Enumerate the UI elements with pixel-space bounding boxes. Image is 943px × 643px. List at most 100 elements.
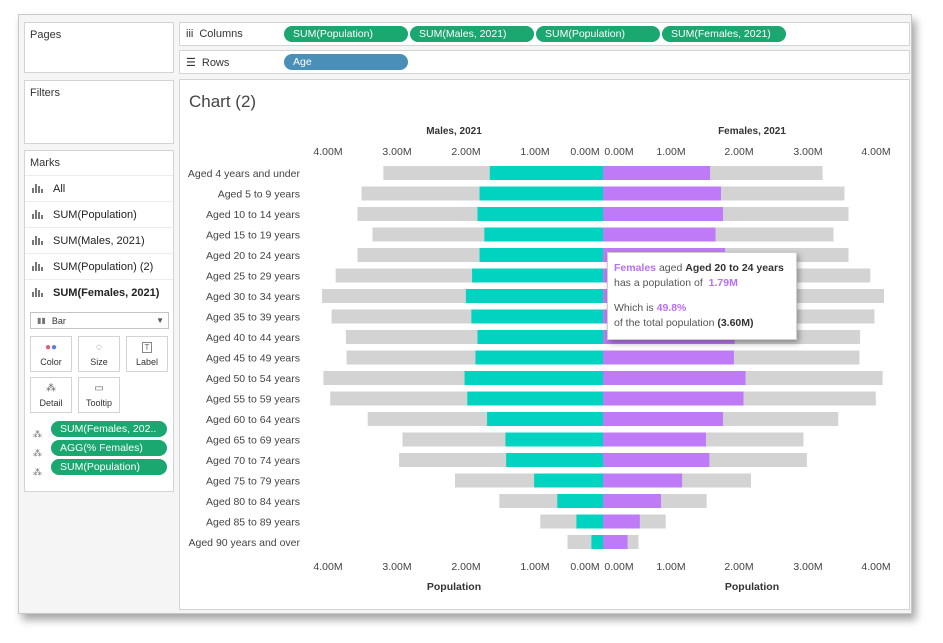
females-bar [603,412,724,426]
x-tick-left: 3.00M [382,561,411,573]
field-pill-population-wrap: ⁂ SUM(Population) [33,459,167,480]
age-row-label: Aged 90 years and over [189,537,301,549]
females-bar [603,207,724,221]
columns-pill-population[interactable]: SUM(Population) [284,26,408,42]
field-pill-pct-females-wrap: ⁂ AGG(% Females) [33,440,167,461]
tooltip-of-total: of the total population [614,317,715,329]
males-bar [479,248,603,262]
males-bar [477,330,603,344]
size-icon: ◌ [96,342,102,353]
bar-chart-icon [32,288,44,297]
age-row-label: Aged 5 to 9 years [218,189,300,201]
tooltip-gender: Females [614,262,657,274]
rows-pill-age[interactable]: Age [284,54,408,70]
view-title: Chart (2) [189,92,257,111]
males-bar [465,289,603,303]
x-tick-right: 4.00M [861,146,890,158]
males-bar [472,268,603,283]
detail-icon: ⁂ [33,467,42,477]
males-bar [505,432,603,447]
detail-icon: ⁂ [33,448,42,458]
field-pill-females[interactable]: SUM(Females, 202.. [51,421,167,437]
bar-chart-icon [32,184,44,193]
females-bar [603,350,734,365]
tooltip-button[interactable]: ▭ Tooltip [78,377,120,413]
x-tick-right: 1.00M [656,561,685,573]
marks-sum-population-2-row[interactable]: SUM(Population) (2) [25,253,173,279]
size-button[interactable]: ◌ Size [78,336,120,372]
bar-chart-icon [32,210,44,219]
males-bar [479,186,603,201]
x-tick-right: 4.00M [861,561,890,573]
age-row-label: Aged 75 to 79 years [206,476,300,488]
field-pill-population[interactable]: SUM(Population) [51,459,167,475]
color-button[interactable]: ●● Color [30,336,72,372]
label-button[interactable]: T Label [126,336,168,372]
males-bar [487,412,603,426]
marks-sum-males-row[interactable]: SUM(Males, 2021) [25,227,173,253]
filters-title: Filters [30,87,60,99]
x-tick-right: 2.00M [724,146,753,158]
age-row-label: Aged 55 to 59 years [206,394,300,406]
age-row-label: Aged 40 to 44 years [206,332,300,344]
x-tick-left: 2.00M [451,561,480,573]
x-tick-left: 1.00M [520,146,549,158]
x-tick-right: 3.00M [793,146,822,158]
columns-shelf[interactable]: iii Columns SUM(Population) SUM(Males, 20… [179,22,910,46]
detail-button[interactable]: ⁂ Detail [30,377,72,413]
x-tick-left: 1.00M [520,561,549,573]
columns-pill-population-2[interactable]: SUM(Population) [536,26,660,42]
hover-tooltip: Females aged Aged 20 to 24 years has a p… [607,252,797,340]
age-row-label: Aged 4 years and under [188,168,301,180]
age-row-label: Aged 80 to 84 years [206,496,300,508]
pages-card[interactable]: Pages [24,22,174,73]
bar-chart-icon: ▮▮ [37,316,46,325]
tooltip-value: 1.79M [708,277,738,289]
pages-title: Pages [30,29,62,41]
age-row-label: Aged 25 to 29 years [206,271,300,283]
size-label: Size [90,357,108,367]
females-bar [603,166,711,180]
females-header: Females, 2021 [718,126,786,137]
males-bar [576,514,603,529]
columns-shelf-label: iii Columns [186,28,243,40]
field-pill-females-wrap: ⁂ SUM(Females, 202.. [33,421,167,442]
age-row-label: Aged 20 to 24 years [206,250,300,262]
males-bar [484,227,603,242]
marks-card: Marks All SUM(Population) SUM(Males, 2021)… [24,150,174,492]
marks-item-label: All [53,182,66,195]
columns-pill-females[interactable]: SUM(Females, 2021) [662,26,786,42]
marks-all-row[interactable]: All [25,175,173,201]
rows-icon: ☰ [186,57,196,69]
x-tick-left: 0.00M [570,146,599,158]
rows-shelf[interactable]: ☰ Rows Age [179,50,910,74]
males-bar [475,350,603,365]
tooltip-percent: 49.8% [656,302,687,314]
females-bar [603,453,710,467]
tooltip-which-is: Which is [614,302,654,314]
x-tick-right: 3.00M [793,561,822,573]
females-bar [603,514,640,529]
marks-sum-population-row[interactable]: SUM(Population) [25,201,173,227]
females-bar [603,473,683,488]
color-icon: ●● [44,342,58,353]
text-label-icon: T [127,342,167,353]
females-bar [603,371,746,385]
x-axis-title-left: Population [427,581,481,593]
marks-list: All SUM(Population) SUM(Males, 2021) SUM(Po… [25,175,173,305]
columns-pill-males[interactable]: SUM(Males, 2021) [410,26,534,42]
chevron-down-icon: ▼ [156,316,164,325]
bar-chart-icon [32,236,44,245]
x-tick-left: 4.00M [313,561,342,573]
mark-type-value: Bar [51,315,66,326]
marks-item-label: SUM(Population) (2) [53,260,154,273]
x-tick-right: 2.00M [724,561,753,573]
males-bar [467,391,603,406]
marks-sum-females-row[interactable]: SUM(Females, 2021) [25,279,173,305]
mark-type-select[interactable]: ▮▮ Bar ▼ [30,312,169,329]
color-label: Color [40,357,62,367]
age-row-label: Aged 15 to 19 years [206,230,300,242]
filters-card[interactable]: Filters [24,80,174,144]
field-pill-pct-females[interactable]: AGG(% Females) [51,440,167,456]
